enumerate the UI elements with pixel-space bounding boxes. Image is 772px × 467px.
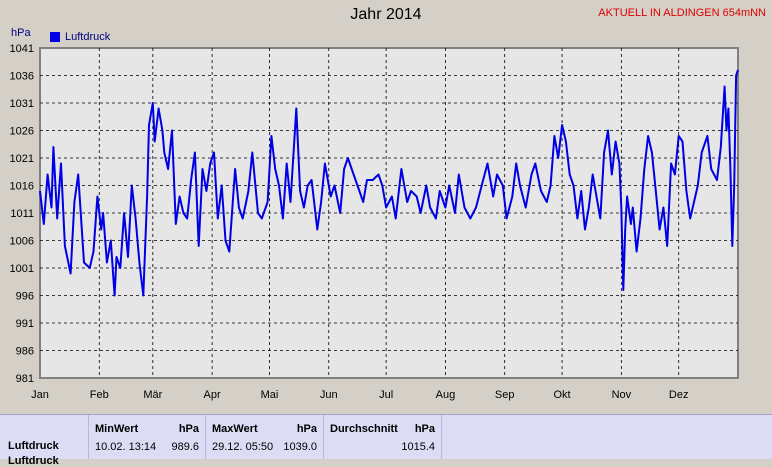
avg-value: 1015.4: [401, 441, 435, 453]
y-tick-label: 1011: [10, 208, 34, 220]
y-axis-unit: hPa: [11, 27, 31, 39]
y-tick-label: 981: [16, 373, 34, 385]
y-tick-label: 1001: [10, 263, 34, 275]
pressure-chart: 981 986 991 996 1001 1006 1011 1016 1021 1026 1031…: [10, 43, 739, 401]
x-tick-label: Jun: [320, 389, 338, 401]
y-tick-label: 1026: [10, 126, 34, 138]
y-tick-label: 1041: [10, 43, 34, 55]
empty-cell: [441, 415, 772, 459]
station-label: AKTUELL IN ALDINGEN 654mNN: [598, 7, 766, 19]
x-tick-label: Apr: [204, 389, 221, 401]
max-header: MaxWert: [212, 423, 258, 435]
x-tick-label: Nov: [612, 389, 632, 401]
stats-row-label: Luftdruck: [8, 440, 59, 452]
x-axis-month-labels: Jan Feb Mär Apr Mai Jun Jul Aug Sep Okt Nov Dez: [31, 389, 688, 401]
max-cell: MaxWert hPa 29.12. 05:50 1039.0: [205, 415, 323, 459]
avg-cell: Durchschnitt hPa 1015.4: [323, 415, 441, 459]
x-tick-label: Sep: [495, 389, 515, 401]
y-tick-label: 1016: [10, 181, 34, 193]
y-tick-label: 991: [16, 318, 34, 330]
x-tick-label: Jul: [379, 389, 393, 401]
y-axis-tick-labels: 981 986 991 996 1001 1006 1011 1016 1021 1026 1031…: [10, 43, 34, 385]
legend-label: Luftdruck: [65, 31, 111, 43]
x-tick-label: Mai: [261, 389, 279, 401]
grid-lines: [40, 48, 738, 378]
y-tick-label: 986: [16, 346, 34, 358]
chart-title: Jahr 2014: [350, 6, 422, 23]
min-time: 10.02. 13:14: [95, 441, 157, 453]
legend: Luftdruck: [50, 31, 110, 43]
x-tick-label: Jan: [31, 389, 49, 401]
max-time: 29.12. 05:50: [212, 441, 274, 453]
x-tick-label: Okt: [554, 389, 571, 401]
avg-header: Durchschnitt: [330, 423, 398, 435]
x-tick-label: Mär: [143, 389, 162, 401]
min-unit: hPa: [178, 423, 199, 435]
luftdruck-series-line: [39, 69, 739, 297]
legend-swatch: [50, 32, 60, 42]
x-tick-label: Dez: [669, 389, 689, 401]
y-tick-label: 1031: [10, 98, 34, 110]
min-header: MinWert: [95, 423, 139, 435]
min-cell: MinWert hPa 10.02. 13:14 989.6: [88, 415, 205, 459]
max-value: 1039.0: [283, 441, 317, 453]
min-value: 989.6: [171, 441, 199, 453]
y-tick-label: 1021: [10, 153, 34, 165]
y-tick-label: 996: [16, 291, 34, 303]
stats-table: Luftdruck Luftdruck MinWert hPa 10.02. 13…: [0, 414, 772, 467]
x-tick-label: Feb: [90, 389, 109, 401]
stats-row-label-2: Luftdruck: [8, 455, 59, 467]
avg-unit: hPa: [414, 423, 435, 435]
y-tick-label: 1006: [10, 236, 34, 248]
y-tick-label: 1036: [10, 71, 34, 83]
x-tick-label: Aug: [436, 389, 456, 401]
max-unit: hPa: [296, 423, 317, 435]
